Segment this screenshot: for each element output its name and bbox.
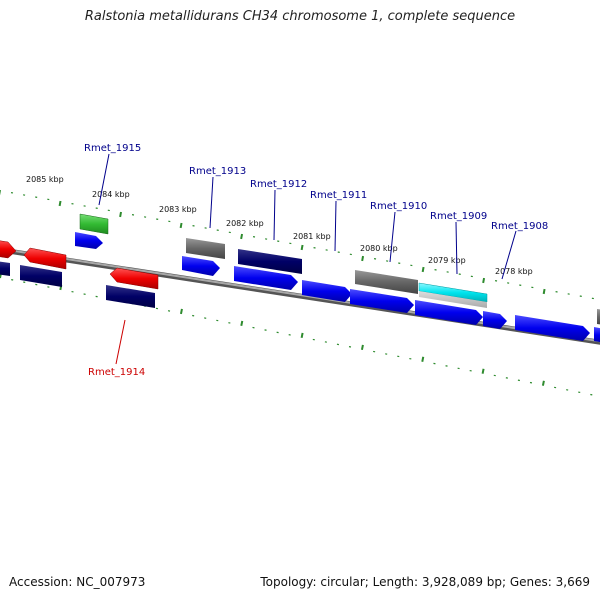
major-tick bbox=[240, 233, 244, 240]
gene-cds-red-2[interactable] bbox=[109, 267, 159, 290]
gene-cds-left-edge-navy[interactable] bbox=[0, 261, 10, 276]
gene-leader-lines bbox=[98, 153, 517, 365]
major-tick bbox=[542, 288, 546, 295]
gene-rmet-1911[interactable] bbox=[302, 280, 352, 302]
tick-label-2085: 2085 kbp bbox=[26, 175, 64, 184]
tick-label-2080: 2080 kbp bbox=[360, 244, 398, 253]
gene-rmet-1912[interactable] bbox=[238, 249, 302, 274]
gene-rmet-1913[interactable] bbox=[186, 238, 225, 259]
major-tick bbox=[481, 368, 485, 374]
gene-labels: Rmet_1915 Rmet_1914 Rmet_1913 Rmet_1912 … bbox=[84, 143, 548, 378]
map-title: Ralstonia metallidurans CH34 chromosome … bbox=[84, 9, 516, 24]
tick-labels: 2085 kbp 2084 kbp 2083 kbp 2082 kbp 2081… bbox=[26, 175, 533, 276]
tick-label-2084: 2084 kbp bbox=[92, 190, 130, 199]
major-tick bbox=[361, 255, 365, 262]
tick-label-2083: 2083 kbp bbox=[159, 205, 197, 214]
tick-label-2078: 2078 kbp bbox=[495, 267, 533, 276]
major-tick bbox=[240, 320, 244, 327]
major-tick bbox=[179, 222, 183, 229]
major-tick bbox=[360, 344, 364, 350]
gene-cds-blue-2[interactable] bbox=[182, 256, 220, 276]
gene-cds-navy-1[interactable] bbox=[20, 265, 62, 287]
major-tick bbox=[421, 356, 425, 362]
gene-cds-blue-4[interactable] bbox=[350, 289, 414, 313]
major-tick bbox=[482, 277, 486, 284]
gene-cds-blue-6[interactable] bbox=[483, 311, 507, 329]
gene-cds-blue-5[interactable] bbox=[415, 300, 483, 325]
gene-label-rmet-1908: Rmet_1908 bbox=[491, 221, 548, 232]
gene-cds-blue-small[interactable] bbox=[75, 232, 103, 249]
gene-cds-right-edge-gray[interactable] bbox=[597, 309, 600, 325]
inner-tick-ruler bbox=[0, 272, 593, 396]
gene-rmet-1914[interactable] bbox=[106, 285, 155, 308]
major-tick bbox=[179, 308, 183, 315]
gene-label-rmet-1909: Rmet_1909 bbox=[430, 211, 487, 222]
tick-label-2079: 2079 kbp bbox=[428, 256, 466, 265]
gene-cds-lightgray[interactable] bbox=[419, 291, 487, 308]
major-tick bbox=[541, 380, 545, 386]
accession-text: Accession: NC_007973 bbox=[9, 575, 146, 589]
gene-label-rmet-1911: Rmet_1911 bbox=[310, 190, 367, 201]
major-tick bbox=[421, 266, 425, 273]
backbone bbox=[0, 247, 600, 345]
major-tick bbox=[58, 200, 62, 207]
topology-summary: Topology: circular; Length: 3,928,089 bp… bbox=[260, 575, 590, 589]
gene-rmet-1915[interactable] bbox=[79, 213, 109, 235]
gene-cds-right-edge-blue[interactable] bbox=[594, 327, 600, 343]
outer-tick-ruler bbox=[0, 190, 594, 300]
gene-cds-red-1[interactable] bbox=[23, 247, 67, 270]
tick-label-2082: 2082 kbp bbox=[226, 219, 264, 228]
gene-label-rmet-1912: Rmet_1912 bbox=[250, 179, 307, 190]
major-tick bbox=[119, 211, 122, 218]
tick-label-2081: 2081 kbp bbox=[293, 232, 331, 241]
gene-rmet-1910[interactable] bbox=[355, 270, 418, 294]
gene-label-rmet-1913: Rmet_1913 bbox=[189, 166, 246, 177]
gene-label-rmet-1915: Rmet_1915 bbox=[84, 143, 141, 154]
gene-features bbox=[0, 213, 600, 343]
gene-label-rmet-1914: Rmet_1914 bbox=[88, 367, 145, 378]
major-tick bbox=[300, 332, 304, 339]
gene-label-rmet-1910: Rmet_1910 bbox=[370, 201, 427, 212]
gene-rmet-1908[interactable] bbox=[515, 315, 590, 341]
gene-cds-left-edge-red[interactable] bbox=[0, 240, 17, 259]
gene-cds-blue-3[interactable] bbox=[234, 266, 298, 290]
major-tick bbox=[300, 244, 304, 251]
